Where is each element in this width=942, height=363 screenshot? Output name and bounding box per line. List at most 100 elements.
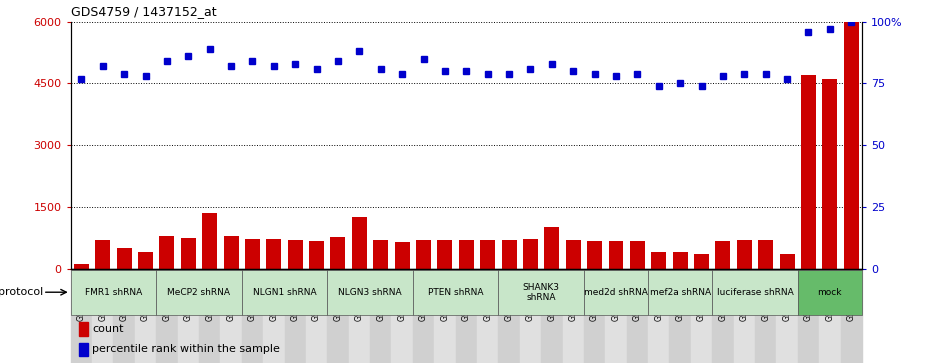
Bar	[755, 269, 776, 363]
Bar	[648, 269, 670, 363]
Bar	[413, 270, 498, 315]
Bar	[844, 22, 859, 269]
Text: luciferase shRNA: luciferase shRNA	[717, 288, 793, 297]
Bar	[437, 240, 452, 269]
Text: PTEN shRNA: PTEN shRNA	[428, 288, 483, 297]
Bar	[331, 237, 346, 269]
Bar	[712, 270, 798, 315]
Bar	[606, 269, 626, 363]
Bar	[327, 269, 349, 363]
Bar	[156, 269, 178, 363]
Bar	[392, 269, 413, 363]
Bar	[822, 79, 837, 269]
Bar	[267, 238, 282, 269]
Bar	[520, 269, 541, 363]
Bar	[801, 75, 816, 269]
Bar	[71, 269, 92, 363]
Bar	[544, 228, 560, 269]
Bar	[820, 269, 840, 363]
Bar	[138, 252, 153, 269]
Bar	[73, 264, 89, 269]
Bar	[694, 254, 709, 269]
Bar	[352, 217, 366, 269]
Bar	[203, 213, 218, 269]
Bar	[370, 269, 392, 363]
Text: NLGN3 shRNA: NLGN3 shRNA	[338, 288, 402, 297]
Bar	[309, 241, 324, 269]
Text: protocol: protocol	[0, 287, 42, 297]
Bar	[541, 269, 562, 363]
Bar	[242, 269, 263, 363]
Text: mef2a shRNA: mef2a shRNA	[650, 288, 710, 297]
Text: med2d shRNA: med2d shRNA	[584, 288, 648, 297]
Bar	[498, 270, 584, 315]
Bar	[413, 269, 434, 363]
Bar	[501, 240, 516, 269]
Bar	[840, 269, 862, 363]
Text: mock: mock	[818, 288, 842, 297]
Text: count: count	[92, 324, 123, 334]
Bar	[562, 269, 584, 363]
Bar	[670, 269, 690, 363]
Bar	[584, 269, 606, 363]
Bar	[456, 269, 477, 363]
Bar	[734, 269, 755, 363]
Bar	[373, 240, 388, 269]
Bar	[651, 252, 666, 269]
Bar	[459, 240, 474, 269]
Bar	[156, 270, 242, 315]
Bar	[776, 269, 798, 363]
Bar	[498, 269, 520, 363]
Bar	[609, 241, 624, 269]
Bar	[673, 252, 688, 269]
Bar	[117, 248, 132, 269]
Text: SHANK3
shRNA: SHANK3 shRNA	[523, 282, 560, 302]
Bar	[480, 240, 495, 269]
Bar	[737, 240, 752, 269]
Bar	[712, 269, 734, 363]
Bar	[306, 269, 327, 363]
Bar	[263, 269, 284, 363]
Bar	[648, 270, 712, 315]
Bar	[715, 241, 730, 269]
Bar	[135, 269, 156, 363]
Bar	[327, 270, 413, 315]
Text: NLGN1 shRNA: NLGN1 shRNA	[252, 288, 317, 297]
Bar	[78, 343, 88, 356]
Text: FMR1 shRNA: FMR1 shRNA	[85, 288, 142, 297]
Bar	[434, 269, 456, 363]
Bar	[798, 270, 862, 315]
Bar	[242, 270, 327, 315]
Bar	[798, 269, 820, 363]
Bar	[92, 269, 113, 363]
Bar	[758, 240, 773, 269]
Bar	[566, 240, 580, 269]
Bar	[159, 236, 174, 269]
Text: percentile rank within the sample: percentile rank within the sample	[92, 344, 280, 354]
Bar	[690, 269, 712, 363]
Bar	[220, 269, 242, 363]
Bar	[71, 270, 156, 315]
Bar	[584, 270, 648, 315]
Bar	[223, 236, 238, 269]
Bar	[178, 269, 199, 363]
Bar	[181, 238, 196, 269]
Bar	[349, 269, 370, 363]
Bar	[630, 241, 645, 269]
Bar	[287, 240, 302, 269]
Bar	[477, 269, 498, 363]
Bar	[523, 239, 538, 269]
Text: MeCP2 shRNA: MeCP2 shRNA	[168, 288, 231, 297]
Bar	[284, 269, 306, 363]
Bar	[416, 240, 431, 269]
Bar	[245, 239, 260, 269]
Text: GDS4759 / 1437152_at: GDS4759 / 1437152_at	[71, 5, 217, 18]
Bar	[780, 254, 794, 269]
Bar	[78, 322, 88, 336]
Bar	[626, 269, 648, 363]
Bar	[95, 240, 110, 269]
Bar	[199, 269, 220, 363]
Bar	[395, 242, 410, 269]
Bar	[587, 241, 602, 269]
Bar	[113, 269, 135, 363]
